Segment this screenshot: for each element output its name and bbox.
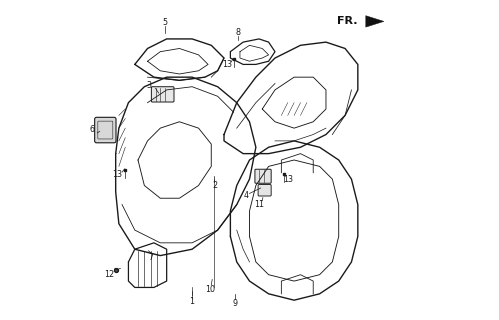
Text: 11: 11: [254, 200, 264, 209]
Text: 6: 6: [89, 125, 94, 134]
Text: 13: 13: [112, 170, 122, 179]
Text: 12: 12: [104, 270, 114, 279]
Text: 1: 1: [189, 297, 194, 306]
FancyBboxPatch shape: [255, 169, 271, 183]
Text: 3: 3: [147, 81, 152, 90]
FancyBboxPatch shape: [151, 87, 174, 102]
Polygon shape: [366, 16, 384, 27]
Text: 8: 8: [236, 28, 241, 37]
FancyBboxPatch shape: [258, 185, 271, 196]
Text: 4: 4: [244, 190, 249, 200]
Text: 13: 13: [283, 175, 293, 184]
Text: 10: 10: [205, 284, 215, 293]
FancyBboxPatch shape: [95, 117, 116, 143]
Text: FR.: FR.: [337, 16, 358, 27]
Text: 7: 7: [148, 253, 153, 262]
Text: 13: 13: [222, 60, 232, 69]
Text: 9: 9: [233, 299, 238, 308]
Text: 5: 5: [163, 19, 168, 28]
Text: 2: 2: [212, 181, 217, 190]
